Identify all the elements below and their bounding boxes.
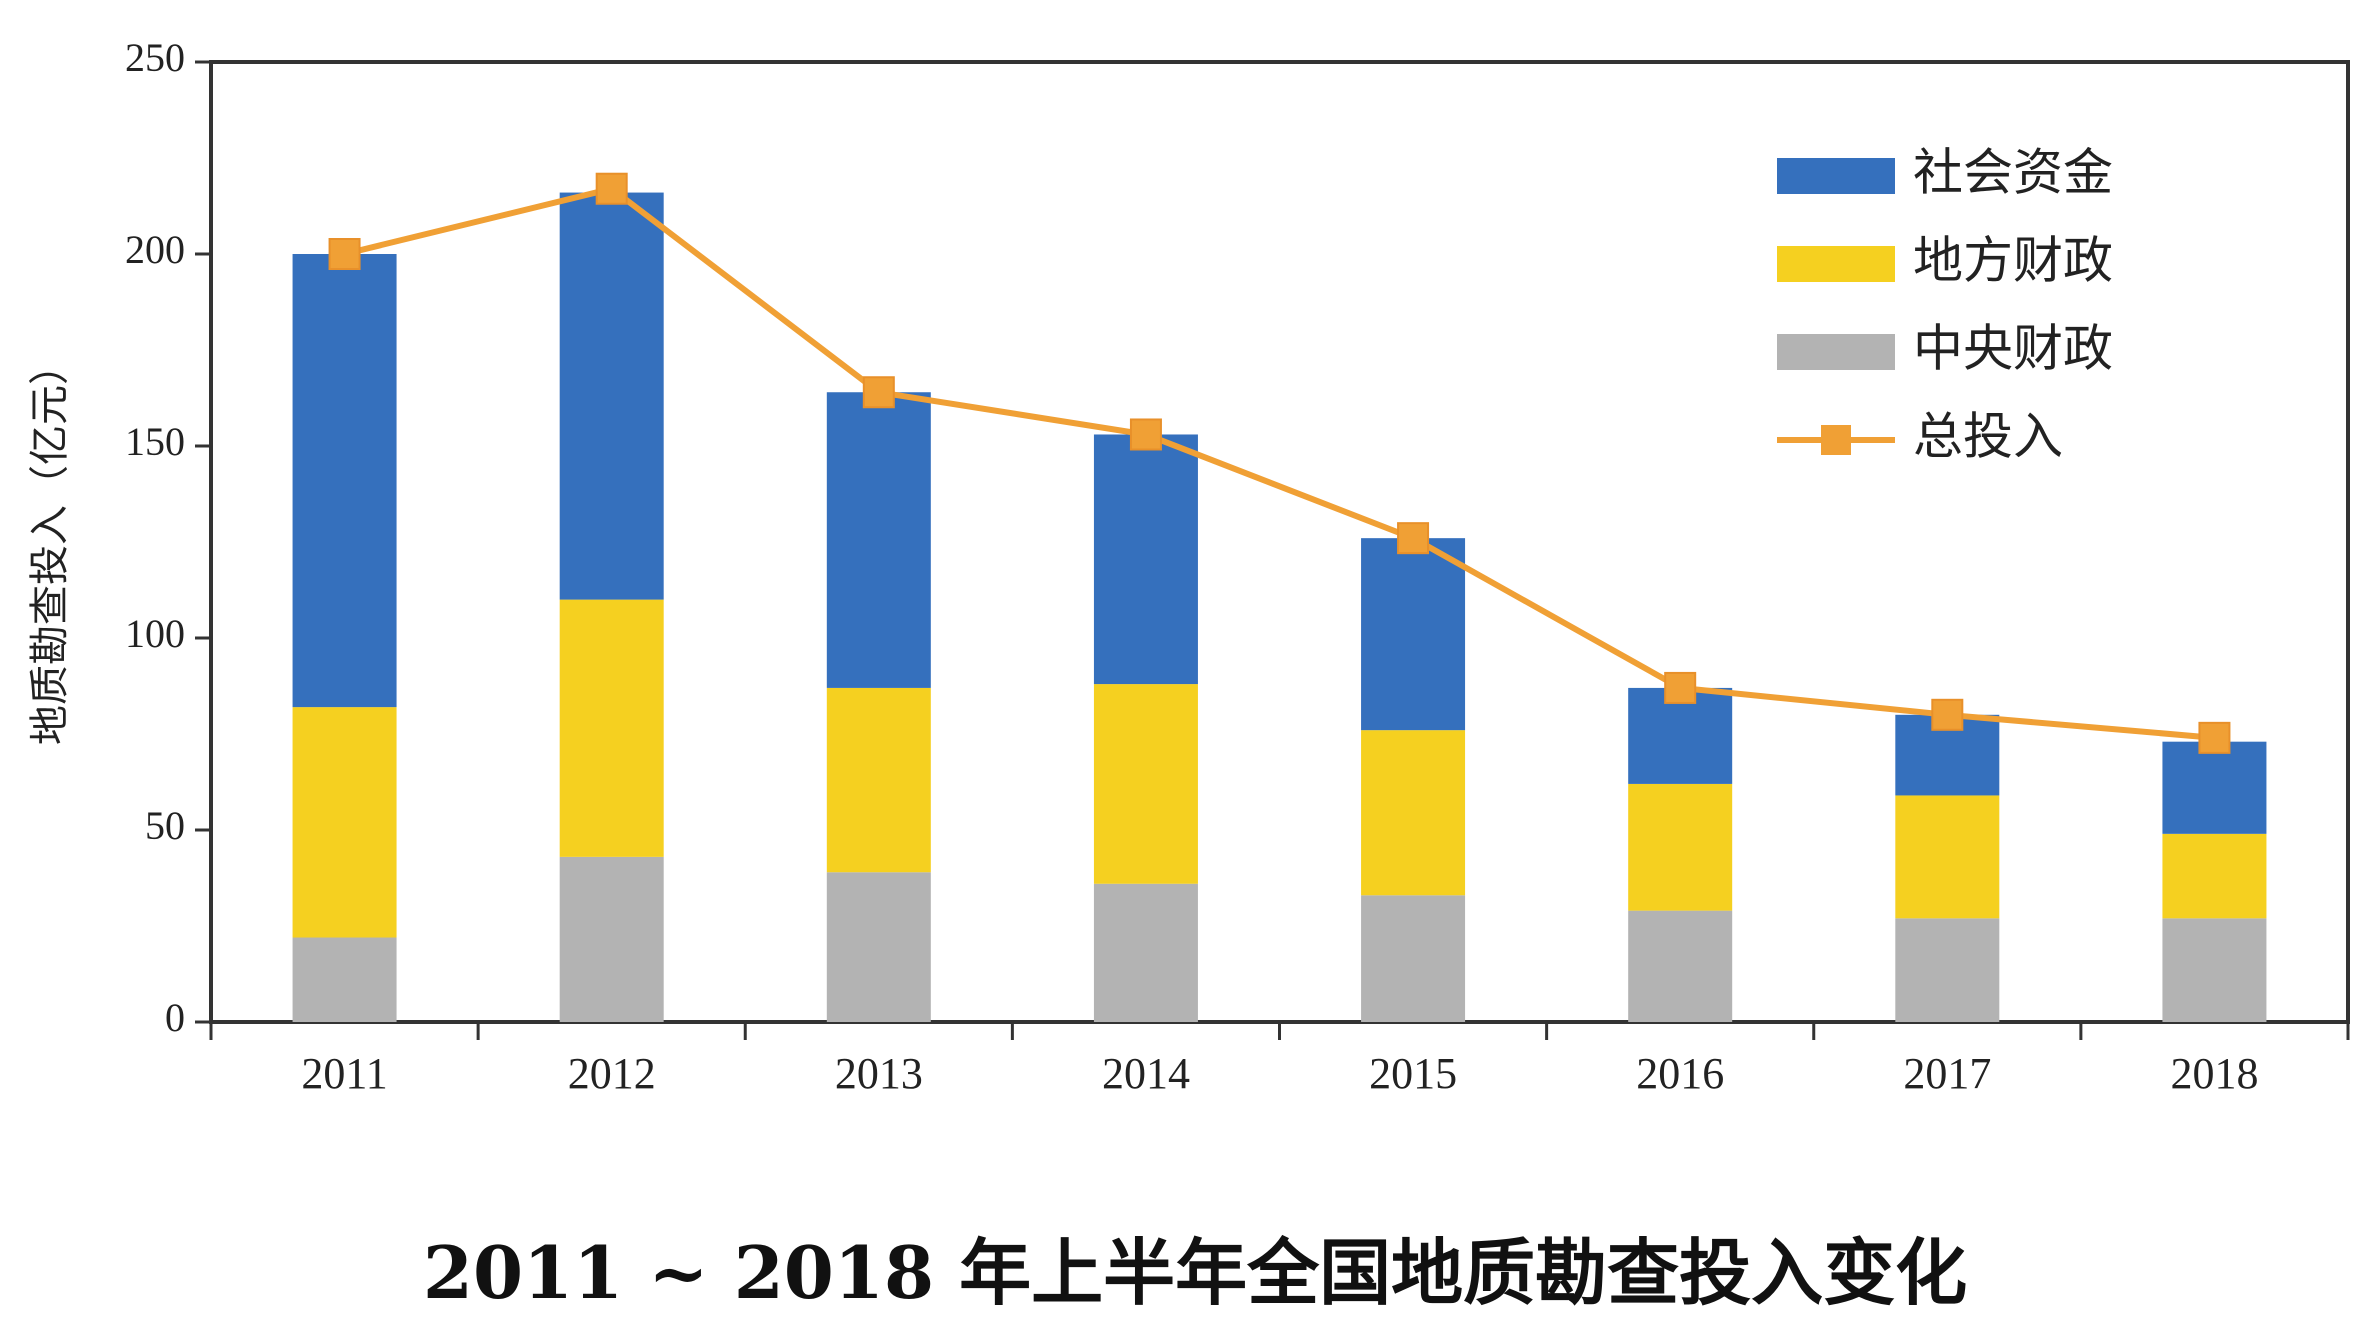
bar-segment — [292, 254, 397, 708]
bar-segment — [1361, 730, 1466, 896]
bar-segment — [292, 707, 397, 938]
bar-segment — [559, 192, 664, 600]
y-axis-label: 地质勘查投入（亿元） — [27, 345, 73, 745]
y-tick-label: 200 — [125, 227, 185, 272]
total-point — [1129, 418, 1162, 451]
x-tick-label: 2018 — [2170, 1049, 2258, 1098]
total-point — [1397, 522, 1430, 555]
total-point — [1664, 671, 1697, 704]
total-point — [328, 238, 361, 270]
bar-segment — [559, 599, 664, 857]
x-tick-label: 2013 — [835, 1049, 923, 1098]
bar-segment — [826, 687, 931, 873]
bar-segment — [559, 856, 664, 1022]
legend-label: 地方财政 — [1913, 232, 2113, 290]
y-tick-label: 0 — [165, 995, 185, 1040]
total-line — [328, 172, 2231, 754]
x-tick-label: 2012 — [568, 1049, 656, 1098]
legend-label: 总投入 — [1913, 408, 2063, 466]
bar-segment — [2162, 833, 2267, 919]
bar-segment — [826, 392, 931, 688]
total-point — [1931, 698, 1964, 731]
bar-segment — [292, 937, 397, 1022]
bar-segment — [1093, 684, 1198, 884]
x-tick-label: 2015 — [1369, 1049, 1457, 1098]
total-point — [862, 376, 895, 409]
y-tick-label: 50 — [145, 803, 185, 848]
x-tick-label: 2014 — [1102, 1049, 1190, 1098]
y-axis-ticks: 0 50 100 150 200 250 — [125, 35, 211, 1040]
bar-segment — [1628, 783, 1733, 911]
bar-segment — [1093, 434, 1198, 685]
bar-segment — [1895, 795, 2000, 919]
bar-segment — [1361, 895, 1466, 1022]
bar-segment — [2162, 918, 2267, 1022]
bar-segment — [1628, 910, 1733, 1022]
bar-segment — [1093, 883, 1198, 1022]
bars — [292, 192, 2267, 1022]
legend-label: 社会资金 — [1913, 144, 2113, 202]
total-series-line — [343, 185, 2215, 741]
x-tick-label: 2017 — [1903, 1049, 1991, 1098]
x-axis-ticks: 2011 2012 2013 2014 2015 2016 2017 2018 — [209, 1022, 2350, 1098]
bar-segment — [1895, 918, 2000, 1022]
chart-title: 2011 ~ 2018 年上半年全国地质勘查投入变化 — [423, 1230, 1967, 1315]
legend-swatch-marker — [1821, 425, 1851, 455]
y-tick-label: 100 — [125, 611, 185, 656]
legend-swatch — [1777, 246, 1895, 282]
legend-label: 中央财政 — [1913, 320, 2113, 378]
bar-segment — [826, 872, 931, 1022]
total-point — [2198, 721, 2231, 754]
y-tick-label: 150 — [125, 419, 185, 464]
bar-segment — [2162, 741, 2267, 834]
legend-swatch — [1777, 334, 1895, 370]
bar-segment — [1361, 538, 1466, 731]
x-tick-label: 2016 — [1636, 1049, 1724, 1098]
y-tick-label: 250 — [125, 35, 185, 80]
total-point — [595, 172, 628, 205]
legend-swatch — [1777, 158, 1895, 194]
x-tick-label: 2011 — [301, 1049, 387, 1098]
